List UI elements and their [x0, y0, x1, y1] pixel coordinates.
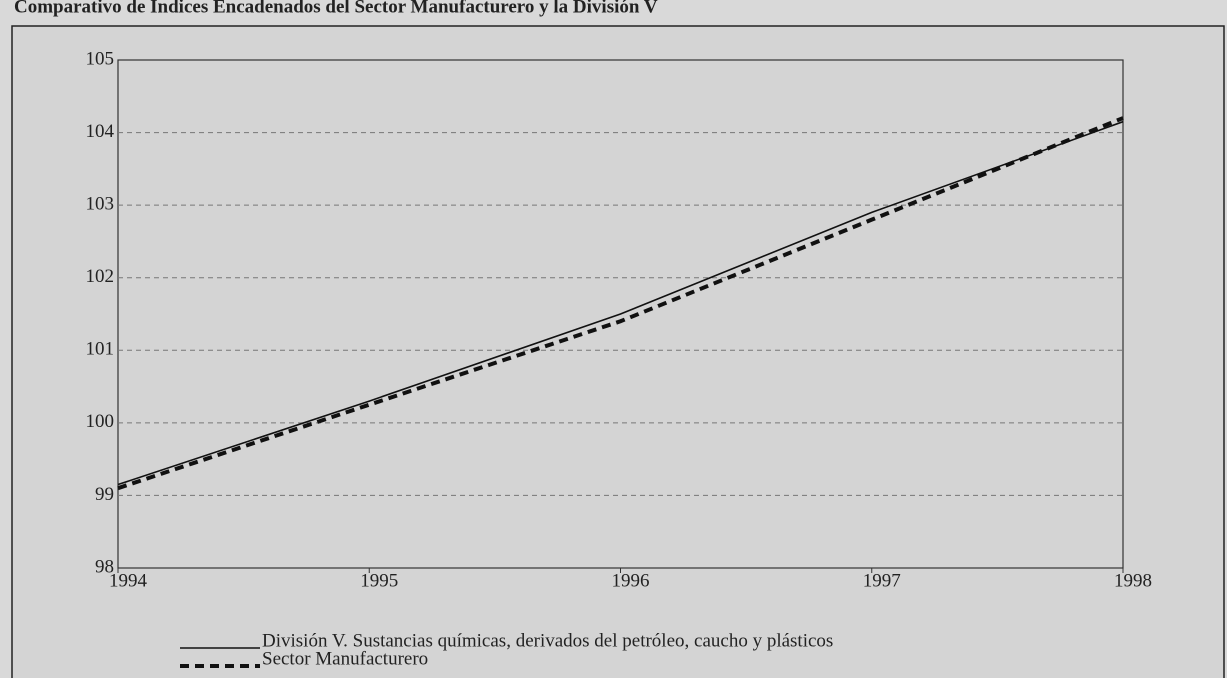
legend-label: División V. Sustancias químicas, derivad…	[262, 630, 833, 651]
chart-title: Comparativo de Índices Encadenados del S…	[14, 0, 658, 17]
y-tick-label: 105	[86, 48, 115, 69]
y-tick-label: 104	[86, 121, 115, 142]
y-tick-label: 101	[86, 339, 115, 360]
x-tick-label: 1998	[1114, 570, 1152, 591]
x-tick-label: 1996	[612, 570, 650, 591]
series-line	[117, 116, 1124, 491]
y-tick-label: 102	[86, 266, 115, 287]
series-line	[117, 120, 1124, 486]
y-tick-label: 98	[95, 556, 114, 577]
y-tick-label: 99	[95, 484, 114, 505]
x-tick-label: 1994	[109, 570, 148, 591]
y-tick-label: 103	[86, 194, 115, 215]
y-tick-label: 100	[86, 411, 115, 432]
chart-frame	[11, 25, 1225, 678]
x-tick-label: 1995	[360, 570, 398, 591]
legend-label: Sector Manufacturero	[262, 648, 428, 669]
x-tick-label: 1997	[863, 570, 901, 591]
